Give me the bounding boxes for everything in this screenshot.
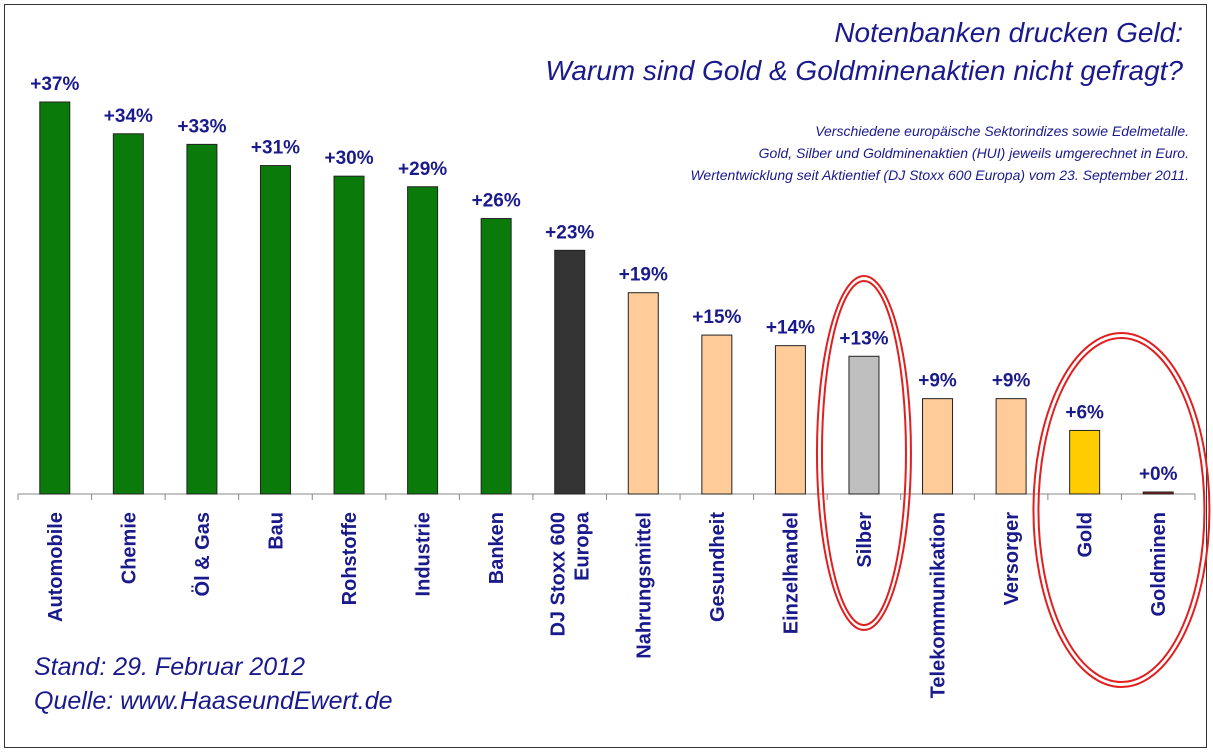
subtitle-line-3: Wertentwicklung seit Aktientief (DJ Stox… [690,167,1189,183]
category-label-line: DJ Stoxx 600 [548,512,570,637]
category-label-line: Einzelhandel [780,512,802,634]
data-label: +9% [918,371,957,392]
data-label: +33% [177,116,226,137]
category-label-line: Rohstoffe [339,512,361,605]
subtitle-line-2: Gold, Silber und Goldminenaktien (HUI) j… [758,145,1189,161]
category-label-line: Gesundheit [707,512,729,622]
bar [848,355,880,495]
category-label-line: Silber [854,512,876,568]
subtitle-line-1: Verschiedene europäische Sektorindizes s… [815,123,1189,139]
title-line-2: Warum sind Gold & Goldminenaktien nicht … [545,55,1183,86]
highlight-ellipse-silber [820,280,907,626]
highlight-ellipse-silber [815,275,912,631]
data-label: +9% [992,371,1031,392]
bar [774,345,806,495]
chart-footer: Stand: 29. Februar 2012 Quelle: www.Haas… [34,650,393,718]
category-label: Telekommunikation [928,512,950,698]
bar [333,175,365,495]
title-line-1: Notenbanken drucken Geld: [834,17,1183,48]
data-label: +29% [398,159,447,180]
data-label: +30% [324,148,373,169]
category-label-line: Nahrungsmittel [633,512,655,659]
category-label: Industrie [413,512,435,596]
category-label-line: Banken [486,512,508,584]
category-label-line: Automobile [45,512,67,622]
data-label: +26% [472,191,521,212]
bar [554,249,586,495]
data-label: +13% [839,328,888,349]
data-label: +37% [30,74,79,95]
bar [701,334,733,495]
category-label-line: Industrie [413,512,435,596]
data-label: +34% [104,106,153,127]
category-label: Goldminen [1148,512,1170,616]
category-label: Banken [486,512,508,584]
data-label: +23% [545,222,594,243]
category-label-line: Goldminen [1148,512,1170,616]
category-label-line: Chemie [118,512,140,584]
category-label: Gesundheit [707,512,729,622]
category-label: DJ Stoxx 600 Europa [548,511,594,636]
category-label: Bau [265,512,287,550]
category-label-line: Europa [572,511,594,581]
category-label: Öl & Gas [191,512,214,596]
highlight-ellipse-gold [1037,337,1206,683]
bar [259,165,291,495]
bar [627,292,659,495]
bar [186,143,218,495]
category-label: Chemie [118,512,140,584]
data-label: +19% [619,265,668,286]
bar [407,186,439,495]
category-label-line: Versorger [1001,512,1023,606]
bar [1069,429,1101,495]
category-label-line: Öl & Gas [191,512,214,596]
bar [995,398,1027,495]
category-label: Einzelhandel [780,512,802,634]
category-label-line: Bau [265,512,287,550]
data-label: +31% [251,138,300,159]
bar [39,101,71,495]
data-label: +15% [692,307,741,328]
category-label-line: Gold [1075,512,1097,558]
bar [112,133,144,495]
category-label: Rohstoffe [339,512,361,605]
chart-title: Notenbanken drucken Geld: Warum sind Gol… [545,14,1183,90]
category-label: Silber [854,512,876,568]
category-label-line: Telekommunikation [928,512,950,698]
data-label: +0% [1139,464,1178,485]
bar [1142,491,1174,495]
chart-subtitle: Verschiedene europäische Sektorindizes s… [690,120,1189,186]
category-label: Gold [1075,512,1097,558]
stand-date: Stand: 29. Februar 2012 [34,653,306,681]
bar [480,218,512,495]
bar [922,398,954,495]
highlight-ellipse-gold [1032,332,1211,688]
category-label: Nahrungsmittel [633,512,655,659]
source-url: Quelle: www.HaaseundEwert.de [34,687,393,715]
category-label: Automobile [45,512,67,622]
data-label: +14% [766,318,815,339]
data-label: +6% [1065,402,1104,423]
category-label: Versorger [1001,512,1023,606]
